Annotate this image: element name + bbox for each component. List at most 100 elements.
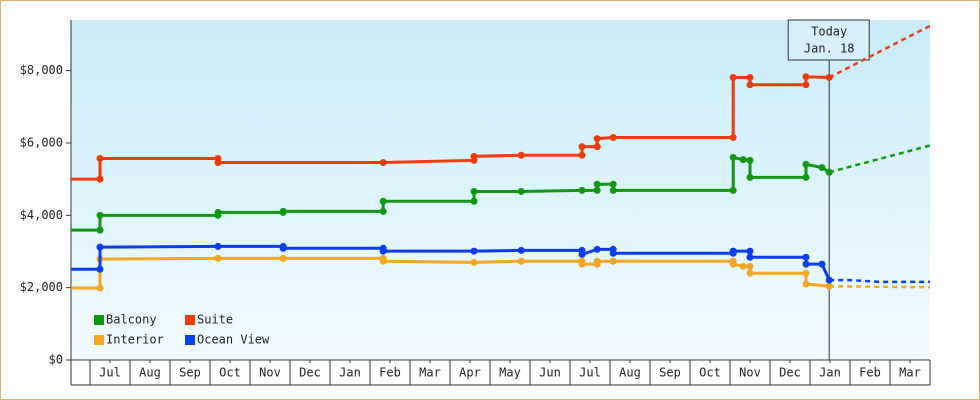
point	[825, 276, 833, 284]
plot-layer: $0 $2,000 $4,000 $6,000 $8,000 Jul Aug Sep Oct No…	[20, 19, 931, 386]
point	[214, 242, 222, 250]
point	[729, 186, 737, 194]
point	[593, 180, 601, 188]
point	[746, 269, 754, 277]
x-tick-label: Sep	[179, 366, 201, 380]
x-tick-label: Oct	[699, 366, 721, 380]
point	[609, 180, 617, 188]
x-tick-label: Jan	[339, 366, 361, 380]
point	[470, 152, 478, 160]
legend-label: Interior	[106, 333, 164, 347]
point	[802, 280, 810, 288]
point	[802, 269, 810, 277]
today-date: Jan. 18	[804, 42, 855, 56]
point	[729, 134, 737, 142]
point	[517, 257, 525, 265]
point	[379, 257, 387, 265]
point	[746, 81, 754, 89]
point	[96, 175, 104, 183]
x-tick-label: Jul	[99, 366, 121, 380]
point	[746, 253, 754, 261]
x-tick-label: Sep	[659, 366, 681, 380]
point	[578, 186, 586, 194]
today-title: Today	[811, 25, 847, 39]
point	[214, 159, 222, 167]
point	[517, 246, 525, 254]
x-tick-label: Jun	[539, 366, 561, 380]
x-tick-label: Apr	[459, 366, 481, 380]
point	[593, 257, 601, 265]
point	[578, 151, 586, 159]
legend-label: Balcony	[106, 313, 157, 327]
point	[379, 247, 387, 255]
point	[470, 247, 478, 255]
x-tick-label: Mar	[899, 366, 921, 380]
point	[609, 134, 617, 142]
point	[96, 243, 104, 251]
point	[517, 151, 525, 159]
point	[96, 226, 104, 234]
point	[802, 173, 810, 181]
point	[746, 247, 754, 255]
x-tick-label: Aug	[139, 366, 161, 380]
point	[746, 173, 754, 181]
point	[96, 155, 104, 163]
point	[746, 74, 754, 82]
x-tick-label: Jul	[579, 366, 601, 380]
x-tick-label: Oct	[219, 366, 241, 380]
point	[825, 74, 833, 82]
point	[746, 156, 754, 164]
point	[470, 258, 478, 266]
point	[96, 265, 104, 273]
legend-label: Suite	[197, 313, 233, 327]
y-tick-label: $0	[49, 353, 63, 367]
legend-swatch	[94, 315, 104, 325]
legend-swatch	[185, 315, 195, 325]
point	[214, 208, 222, 216]
x-tick-label: Nov	[739, 366, 761, 380]
point	[96, 211, 104, 219]
point	[802, 81, 810, 89]
point	[802, 73, 810, 81]
point	[379, 197, 387, 205]
point	[825, 282, 833, 290]
point	[578, 260, 586, 268]
x-tick-label: Jan	[819, 366, 841, 380]
x-tick-label: Aug	[619, 366, 641, 380]
point	[802, 160, 810, 168]
point	[818, 164, 826, 172]
point	[729, 260, 737, 268]
x-tick-label: Feb	[379, 366, 401, 380]
point	[214, 254, 222, 262]
point	[609, 186, 617, 194]
point	[739, 156, 747, 164]
y-tick-label: $2,000	[20, 280, 63, 294]
point	[470, 187, 478, 195]
point	[279, 207, 287, 215]
y-tick-label: $8,000	[20, 63, 63, 77]
point	[578, 143, 586, 151]
y-tick-label: $4,000	[20, 208, 63, 222]
point	[379, 207, 387, 215]
point	[818, 260, 826, 268]
point	[379, 159, 387, 167]
point	[593, 245, 601, 253]
point	[609, 257, 617, 265]
point	[578, 250, 586, 258]
legend-swatch	[185, 335, 195, 345]
point	[470, 197, 478, 205]
point	[96, 284, 104, 292]
point	[729, 153, 737, 161]
point	[729, 247, 737, 255]
point	[279, 244, 287, 252]
legend-label: Ocean View	[197, 333, 270, 347]
point	[279, 254, 287, 262]
x-tick-label: Dec	[299, 366, 321, 380]
forecast-line	[829, 278, 930, 284]
today-box	[787, 19, 870, 61]
x-tick-label: Feb	[859, 366, 881, 380]
point	[593, 186, 601, 194]
point	[825, 168, 833, 176]
point	[593, 135, 601, 143]
